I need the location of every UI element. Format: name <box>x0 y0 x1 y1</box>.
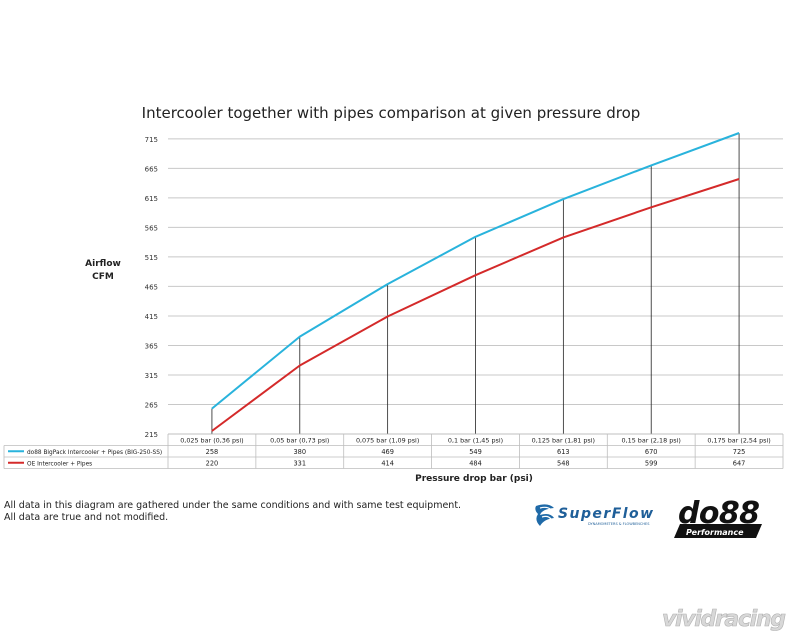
data-value: 613 <box>557 448 570 456</box>
x-category-label: 0,1 bar (1,45 psi) <box>448 437 503 445</box>
svg-text:Performance: Performance <box>686 528 744 537</box>
chart-title: Intercooler together with pipes comparis… <box>142 104 641 122</box>
x-category-label: 0,175 bar (2,54 psi) <box>707 437 770 445</box>
data-value: 258 <box>206 448 219 456</box>
data-value: 599 <box>645 460 658 468</box>
y-axis-label-line2: CFM <box>92 272 114 282</box>
data-value: 331 <box>293 460 306 468</box>
x-category-label: 0,075 bar (1,09 psi) <box>356 437 419 445</box>
drop-lines <box>211 132 740 434</box>
series-line <box>211 178 740 432</box>
footnote-2: All data are true and not modified. <box>4 512 169 523</box>
legend-entry: do88 BigPack Intercooler + Pipes (BIG-25… <box>27 450 162 456</box>
data-value: 549 <box>469 448 482 456</box>
y-tick-label: 365 <box>145 342 158 350</box>
y-tick-label: 315 <box>145 372 158 380</box>
x-category-label: 0,05 bar (0,73 psi) <box>270 437 329 445</box>
svg-text:SuperFlow: SuperFlow <box>558 506 653 522</box>
data-value: 380 <box>293 448 306 456</box>
data-value: 414 <box>381 460 394 468</box>
do88-logo: do88 Performance <box>674 496 762 538</box>
superflow-logo: SuperFlow DYNAMOMETERS & FLOWBENCHES <box>535 504 653 526</box>
data-value: 469 <box>381 448 394 456</box>
legend-entry: OE Intercooler + Pipes <box>27 461 92 467</box>
data-value: 670 <box>645 448 658 456</box>
y-tick-label: 665 <box>145 165 158 173</box>
y-tick-label: 465 <box>145 283 158 291</box>
y-tick-label: 415 <box>145 313 158 321</box>
svg-text:do88: do88 <box>678 496 760 531</box>
data-value: 548 <box>557 460 570 468</box>
y-tick-label: 715 <box>145 136 158 144</box>
x-category-label: 0,025 bar (0,36 psi) <box>180 437 243 445</box>
footnote-1: All data in this diagram are gathered un… <box>4 500 462 511</box>
data-value: 220 <box>206 460 219 468</box>
y-tick-label: 615 <box>145 195 158 203</box>
y-tick-label: 265 <box>145 401 158 409</box>
x-axis-label: Pressure drop bar (psi) <box>415 474 533 484</box>
data-table: 0,025 bar (0,36 psi) 0,05 bar (0,73 psi) 0… <box>3 433 784 469</box>
data-value: 647 <box>733 460 746 468</box>
svg-text:DYNAMOMETERS & FLOWBENCHES: DYNAMOMETERS & FLOWBENCHES <box>588 522 650 526</box>
x-category-label: 0,125 bar (1,81 psi) <box>532 437 595 445</box>
data-value: 484 <box>469 460 482 468</box>
y-tick-label: 215 <box>145 431 158 439</box>
series-lines <box>211 132 740 432</box>
data-value: 725 <box>733 448 746 456</box>
x-category-label: 0,15 bar (2,18 psi) <box>622 437 681 445</box>
y-tick-label: 565 <box>145 224 158 232</box>
svg-text:vividracing: vividracing <box>662 607 786 632</box>
y-axis: 215 265 315 365 415 465 515 565 615 665 715 <box>145 136 158 439</box>
footnotes: All data in this diagram are gathered un… <box>4 500 461 524</box>
y-tick-label: 515 <box>145 254 158 262</box>
vividracing-logo: vividracing <box>662 607 787 633</box>
y-axis-label-line1: Airflow <box>85 259 121 269</box>
series-line <box>211 132 740 410</box>
